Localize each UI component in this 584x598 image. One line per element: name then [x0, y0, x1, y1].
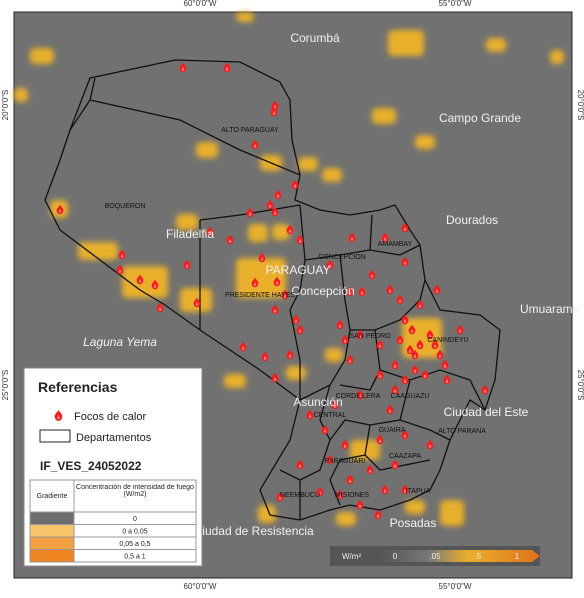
heat-spot: [196, 142, 218, 158]
department-label: CONCEPCION: [318, 254, 365, 261]
heat-spot: [122, 266, 168, 298]
table-header: Concentración de intensidad de fuego (W/…: [76, 484, 194, 498]
department-label: CENTRAL: [314, 412, 347, 419]
heat-spot: [336, 512, 356, 526]
place-label: Asunción: [293, 395, 342, 409]
place-label: Ciudad del Este: [444, 405, 529, 419]
heat-spot: [236, 12, 254, 22]
table-row-label: 0,05 a 0,5: [119, 541, 150, 548]
coord-label: 55°0'0"W: [439, 582, 472, 591]
heat-spot: [78, 242, 118, 260]
table-row-label: 0,5 a 1: [124, 554, 146, 561]
heat-spot: [176, 214, 198, 230]
heat-spot: [486, 38, 506, 52]
place-label: Umuarama: [520, 302, 580, 316]
heat-spot: [372, 108, 396, 124]
gradient-swatch: [29, 536, 75, 550]
heat-spot: [298, 157, 318, 171]
department-label: CANINDEYU: [427, 337, 468, 344]
department-label: MISIONES: [335, 492, 370, 499]
place-label: Corumbá: [290, 31, 340, 45]
place-label: Dourados: [446, 213, 498, 227]
heat-spot: [272, 224, 290, 240]
colorbar-label: 1: [515, 552, 520, 561]
heat-spot: [440, 500, 464, 526]
coord-label: 25°0'0"S: [1, 370, 10, 401]
coord-label: 20°0'0"S: [1, 90, 10, 121]
heat-spot: [286, 366, 306, 380]
heat-spot: [30, 48, 54, 64]
table-header: Gradiente: [37, 493, 68, 500]
heat-spot: [258, 505, 276, 523]
heat-spot: [14, 88, 28, 102]
table-row-label: 0 a 0,05: [122, 529, 147, 536]
department-label: ALTO PARAGUAY: [221, 127, 279, 134]
place-label: Campo Grande: [439, 111, 521, 125]
legend-item: Focos de calor: [74, 411, 146, 423]
heat-spot: [550, 50, 564, 64]
table-cell: [73, 549, 197, 563]
gradient-swatch: [29, 549, 75, 563]
department-label: CAAZAPA: [389, 453, 421, 460]
place-label: Posadas: [390, 516, 437, 530]
colorbar-label: .05: [429, 552, 441, 561]
colorbar-unit: W/m²: [342, 552, 361, 561]
coord-label: 55°0'0"W: [439, 0, 472, 8]
heat-spot: [322, 168, 342, 182]
place-label: ciudad de Resistencia: [196, 524, 314, 538]
heat-spot: [350, 440, 380, 460]
heat-layer: [14, 12, 564, 526]
table-row-label: 0: [133, 516, 137, 523]
place-label: Filadelfia: [166, 227, 214, 241]
department-label: PRESIDENTE HAYES: [225, 292, 295, 299]
legend-layer: IF_VES_24052022: [40, 459, 142, 473]
department-label: PARAGUARI: [325, 458, 366, 465]
place-label: Laguna Yema: [83, 335, 157, 349]
legend-title: Referencias: [38, 379, 118, 395]
coord-label: 25°0'0"S: [576, 370, 584, 401]
place-label: Concepción: [291, 284, 354, 298]
colorbar-label: 0: [393, 552, 398, 561]
legend: Referencias Focos de calor Departamentos…: [23, 367, 203, 567]
coord-label: 60°0'0"W: [184, 0, 217, 8]
legend-item: Departamentos: [76, 432, 152, 444]
heat-spot: [325, 348, 343, 362]
heat-spot: [236, 258, 286, 298]
department-label: CORDILLERA: [336, 393, 381, 400]
department-label: CAAGUAZU: [391, 393, 430, 400]
department-label: GUAIRA: [379, 427, 406, 434]
heat-spot: [224, 374, 246, 388]
department-label: AMAMBAY: [378, 241, 413, 248]
coord-label: 60°0'0"W: [184, 582, 217, 591]
colorbar-label: .5: [475, 552, 482, 561]
department-label: ITAPUA: [406, 488, 431, 495]
gradient-swatch: [29, 524, 75, 538]
department-label: ALTO PARANA: [438, 428, 486, 435]
country-boundary: [44, 59, 501, 521]
department-boundaries: [69, 77, 486, 520]
heat-spot: [415, 135, 435, 149]
heat-spot: [388, 30, 424, 56]
department-label: SAN PEDRO: [349, 333, 391, 340]
place-label: PARAGUAY: [266, 263, 331, 277]
department-label: BOQUERON: [105, 203, 146, 210]
gradient-swatch: [29, 511, 75, 525]
colorbar: W/m² 0 .05 .5 1: [330, 546, 540, 566]
heat-spot: [405, 500, 425, 514]
department-label: NEEMBUCU: [280, 492, 320, 499]
legend-dept-icon: [39, 429, 71, 443]
heat-spot: [248, 224, 268, 242]
coord-label: 20°0'0"S: [576, 90, 584, 121]
